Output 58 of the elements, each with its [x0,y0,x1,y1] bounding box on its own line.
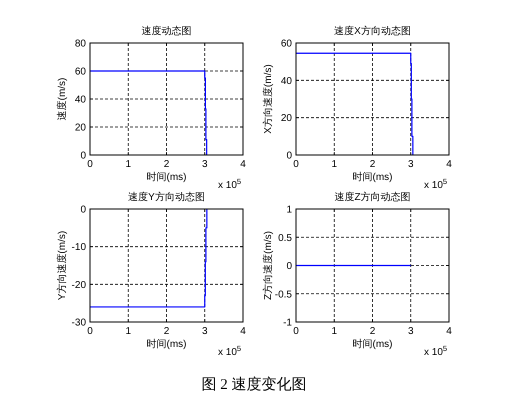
y-tick-label: 0 [286,261,292,272]
x-tick-label: 2 [164,326,170,337]
y-axis-title: X方向速度(m/s) [262,64,274,134]
text: x 10$^{5}$ [218,176,242,191]
x-axis-title: 时间(ms) [352,171,392,183]
line-series [295,52,414,156]
y-tick-label: -0.5 [274,289,292,300]
y-tick-label: 0.5 [278,232,292,244]
x-tick-label: 2 [370,159,376,170]
text: x 10$^{5}$ [218,344,242,358]
y-tick-label: 40 [280,76,292,87]
x-tick-label: 3 [202,326,208,337]
y-tick-label: -1 [283,318,292,328]
x-tick-label: 0 [293,326,300,337]
y-tick-label: 0 [80,204,86,216]
y-axis-title: 速度(m/s) [56,78,68,120]
x-tick-label: 1 [125,326,132,337]
line-series [89,70,208,156]
x-tick-label: 1 [125,159,132,170]
y-tick-label: -10 [72,242,86,254]
x-tick-label: 4 [446,326,452,337]
y-tick-label: -20 [72,280,86,291]
y-tick-label: 0 [80,150,86,162]
x-tick-label: 1 [331,326,338,337]
x-tick-label: 4 [446,159,452,170]
chart-title: 速度X方向动态图 [334,25,411,37]
x-tick-label: 2 [164,159,170,170]
y-tick-label: 20 [74,122,86,134]
x-tick-label: 3 [202,159,208,170]
x-tick-label: 3 [408,326,414,337]
y-tick-label: 20 [280,113,292,124]
x-tick-label: 4 [240,159,246,170]
y-tick-label: 1 [286,204,292,216]
x-axis-title: 时间(ms) [146,171,186,183]
y-tick-label: 60 [280,38,292,50]
y-axis-title: Z方向速度(m/s) [262,231,274,300]
caption: 图 2 速度变化图 [202,376,306,393]
text: x 10$^{5}$ [424,176,448,191]
text: x 10$^{5}$ [424,344,448,358]
y-tick-label: 40 [74,94,86,106]
x-tick-label: 0 [87,159,94,170]
x-axis-title: 时间(ms) [352,338,392,350]
y-tick-label: 60 [74,66,86,78]
chart-title: 速度Y方向动态图 [128,191,205,203]
y-tick-label: 0 [286,150,292,162]
x-tick-label: 1 [331,159,338,170]
y-tick-label: -30 [72,318,86,328]
x-tick-label: 0 [87,326,94,337]
x-axis-title: 时间(ms) [146,338,186,350]
y-axis-title: Y方向速度(m/s) [56,230,68,300]
chart-title: 速度Z方向动态图 [334,191,411,203]
chart-title: 速度动态图 [142,25,192,37]
y-tick-label: 80 [74,38,86,50]
x-tick-label: 2 [370,326,376,337]
line-series [89,208,208,308]
x-tick-label: 3 [408,159,414,170]
x-tick-label: 4 [240,326,246,337]
x-tick-label: 0 [293,159,300,170]
